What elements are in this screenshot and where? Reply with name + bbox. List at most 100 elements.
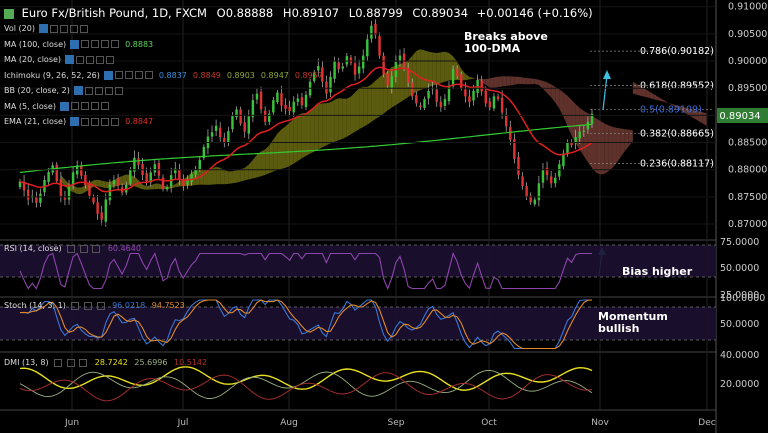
settings-icon[interactable]: [67, 244, 76, 253]
candle-body[interactable]: [570, 141, 573, 146]
candle-body[interactable]: [47, 171, 50, 182]
candle-body[interactable]: [210, 132, 214, 137]
candle-body[interactable]: [341, 66, 344, 69]
close-icon[interactable]: [111, 40, 120, 48]
candle-body[interactable]: [349, 57, 353, 64]
candle-body[interactable]: [112, 180, 116, 185]
eye-icon[interactable]: [66, 358, 75, 367]
lock-icon[interactable]: [94, 86, 103, 95]
plus-icon[interactable]: [101, 40, 110, 48]
indicator-legend-row[interactable]: MA (100, close) 0.8883: [4, 39, 153, 49]
close-icon[interactable]: [100, 102, 109, 110]
lock-icon[interactable]: [86, 55, 95, 64]
candle-body[interactable]: [374, 23, 377, 35]
candle-body[interactable]: [549, 176, 553, 184]
candle-body[interactable]: [235, 109, 238, 118]
close-icon[interactable]: [79, 358, 88, 367]
candle-body[interactable]: [227, 131, 230, 143]
candle-body[interactable]: [63, 197, 67, 200]
candle-body[interactable]: [88, 183, 91, 196]
candle-body[interactable]: [370, 25, 373, 39]
candle-body[interactable]: [398, 55, 402, 62]
eye-icon[interactable]: [70, 39, 80, 49]
candle-body[interactable]: [80, 166, 83, 176]
plus-icon[interactable]: [69, 24, 78, 33]
candle-body[interactable]: [276, 92, 279, 103]
candle-body[interactable]: [100, 212, 103, 220]
close-icon[interactable]: [106, 55, 115, 64]
candle-body[interactable]: [312, 72, 316, 82]
indicator-legend-row[interactable]: BB (20, close, 2): [4, 86, 123, 95]
candle-body[interactable]: [500, 97, 504, 113]
candle-body[interactable]: [317, 65, 320, 71]
candle-body[interactable]: [419, 105, 422, 108]
candle-body[interactable]: [255, 93, 259, 100]
candle-body[interactable]: [386, 73, 389, 86]
candle-body[interactable]: [443, 99, 447, 106]
candle-body[interactable]: [296, 98, 300, 102]
eye-icon[interactable]: [103, 70, 113, 80]
candle-body[interactable]: [402, 53, 406, 67]
candle-body[interactable]: [329, 76, 332, 93]
candle-body[interactable]: [545, 167, 549, 176]
close-icon[interactable]: [114, 86, 123, 95]
settings-icon[interactable]: [54, 358, 63, 367]
settings-icon[interactable]: [81, 117, 90, 126]
candle-body[interactable]: [161, 177, 165, 189]
candle-body[interactable]: [451, 69, 455, 87]
lock-icon[interactable]: [91, 117, 100, 126]
candle-body[interactable]: [223, 137, 226, 144]
lock-icon[interactable]: [91, 40, 100, 48]
candle-body[interactable]: [361, 55, 365, 69]
settings-icon[interactable]: [81, 40, 90, 48]
candle-body[interactable]: [427, 90, 430, 99]
candle-body[interactable]: [574, 137, 577, 144]
candle-body[interactable]: [411, 82, 414, 97]
candle-body[interactable]: [145, 173, 148, 182]
close-icon[interactable]: [79, 24, 88, 33]
candle-body[interactable]: [435, 89, 438, 102]
candle-body[interactable]: [562, 153, 565, 167]
candle-body[interactable]: [84, 175, 87, 186]
candle-body[interactable]: [231, 115, 234, 130]
candle-body[interactable]: [554, 177, 557, 184]
candle-body[interactable]: [71, 172, 75, 185]
close-icon[interactable]: [92, 244, 101, 253]
candle-body[interactable]: [272, 100, 275, 113]
candle-body[interactable]: [251, 100, 255, 118]
candle-body[interactable]: [268, 113, 271, 122]
lock-icon[interactable]: [124, 71, 133, 79]
candle-body[interactable]: [35, 197, 38, 203]
plus-icon[interactable]: [134, 71, 143, 79]
settings-icon[interactable]: [114, 71, 123, 79]
candle-body[interactable]: [104, 199, 108, 222]
candle-body[interactable]: [357, 66, 361, 74]
candle-body[interactable]: [525, 186, 528, 197]
settings-icon[interactable]: [49, 24, 58, 33]
candle-body[interactable]: [533, 199, 537, 205]
indicator-legend-row[interactable]: EMA (21, close) 0.8847: [4, 117, 153, 126]
candle-body[interactable]: [464, 89, 467, 97]
candle-body[interactable]: [96, 202, 99, 214]
eye-icon[interactable]: [84, 301, 92, 310]
candle-body[interactable]: [67, 186, 71, 200]
candle-body[interactable]: [202, 146, 206, 158]
candle-body[interactable]: [333, 61, 336, 79]
candle-body[interactable]: [174, 168, 177, 174]
lock-icon[interactable]: [59, 24, 68, 33]
settings-icon[interactable]: [84, 86, 93, 95]
candle-body[interactable]: [529, 195, 532, 203]
candle-body[interactable]: [337, 62, 340, 70]
candle-body[interactable]: [182, 180, 185, 187]
candle-body[interactable]: [378, 36, 381, 56]
candle-body[interactable]: [492, 96, 496, 109]
candle-body[interactable]: [468, 96, 471, 102]
candle-body[interactable]: [304, 94, 308, 108]
candle-body[interactable]: [480, 80, 483, 92]
collapse-icon[interactable]: [4, 8, 14, 19]
candle-body[interactable]: [149, 172, 152, 183]
close-icon[interactable]: [111, 117, 120, 126]
candle-body[interactable]: [92, 197, 95, 203]
candle-body[interactable]: [165, 187, 169, 190]
settings-icon[interactable]: [76, 55, 85, 64]
